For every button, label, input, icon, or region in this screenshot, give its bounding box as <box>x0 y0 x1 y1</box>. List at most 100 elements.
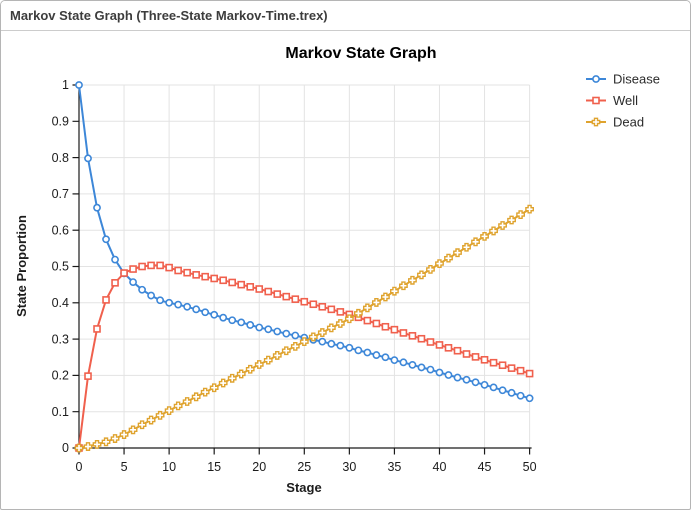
data-point-circle <box>93 203 101 212</box>
x-tick-label: 35 <box>387 460 401 474</box>
legend: Disease Well Dead <box>586 72 660 130</box>
data-point-square <box>453 346 462 355</box>
data-point-circle <box>516 391 525 400</box>
data-point-cross <box>308 332 318 342</box>
series-well <box>75 261 534 452</box>
y-tick-label: 0.8 <box>52 151 69 165</box>
data-point-square <box>462 350 471 358</box>
data-point-cross <box>353 308 363 318</box>
data-point-square <box>592 96 600 105</box>
data-point-circle <box>192 305 201 314</box>
x-tick-label: 5 <box>121 460 128 474</box>
data-point-cross <box>200 387 210 397</box>
data-point-circle <box>372 351 381 359</box>
data-point-square <box>264 287 273 296</box>
x-tick-label: 40 <box>433 460 447 474</box>
data-point-circle <box>246 321 255 329</box>
data-point-circle <box>210 310 219 319</box>
y-tick-label: 1 <box>62 78 69 92</box>
data-point-cross <box>344 314 354 324</box>
data-point-square <box>111 279 119 287</box>
data-point-cross <box>462 242 471 252</box>
data-point-cross <box>426 265 435 274</box>
data-point-circle <box>471 378 480 387</box>
y-tick-label: 0.3 <box>52 332 69 346</box>
window-titlebar: Markov State Graph (Three-State Markov-T… <box>1 1 690 31</box>
data-point-cross <box>591 117 601 127</box>
data-point-circle <box>138 285 146 294</box>
data-point-cross <box>381 292 390 302</box>
y-tick-label: 0.5 <box>52 260 69 274</box>
data-point-circle <box>165 298 174 307</box>
data-point-circle <box>417 363 426 372</box>
data-point-circle <box>129 278 137 287</box>
x-axis-label: Stage <box>286 480 321 495</box>
data-point-cross <box>281 346 291 356</box>
data-point-square <box>237 280 246 289</box>
data-point-circle <box>237 318 246 327</box>
data-point-cross <box>371 298 381 307</box>
data-point-square <box>516 366 525 375</box>
data-point-cross <box>137 420 147 430</box>
data-point-circle <box>363 348 372 357</box>
data-point-cross <box>191 392 201 402</box>
data-point-square <box>147 261 155 270</box>
data-point-square <box>84 372 92 380</box>
data-point-square <box>417 334 426 343</box>
x-tick-label: 25 <box>297 460 311 474</box>
data-point-square <box>498 361 507 370</box>
data-point-circle <box>255 323 264 332</box>
y-axis-tick-labels: 0 0.1 0.2 0.3 0.4 0.5 0.6 0.7 0.8 0.9 1 <box>52 78 69 455</box>
data-point-circle <box>426 365 435 374</box>
data-point-square <box>120 269 128 277</box>
window-title: Markov State Graph (Three-State Markov-T… <box>10 8 328 23</box>
data-point-cross <box>408 275 417 285</box>
data-point-square <box>363 316 372 325</box>
x-tick-label: 15 <box>207 460 221 474</box>
x-tick-label: 30 <box>342 460 356 474</box>
data-point-cross <box>317 328 327 337</box>
data-point-square <box>192 271 200 279</box>
data-point-circle <box>435 368 444 377</box>
data-point-cross <box>489 226 498 236</box>
data-point-square <box>183 268 191 277</box>
data-point-square <box>282 292 291 301</box>
data-point-cross <box>227 373 237 383</box>
data-point-circle <box>507 388 516 397</box>
data-point-cross <box>146 415 156 425</box>
data-point-cross <box>525 204 534 214</box>
data-point-square <box>327 305 336 314</box>
data-point-square <box>480 355 489 364</box>
data-point-circle <box>147 291 155 300</box>
series-dead <box>74 204 534 453</box>
data-point-circle <box>318 337 327 346</box>
data-point-square <box>390 325 399 334</box>
data-point-square <box>102 296 110 304</box>
data-point-square <box>291 295 300 303</box>
data-point-square <box>219 276 227 285</box>
data-point-square <box>525 369 534 378</box>
data-point-cross <box>236 369 246 379</box>
chart-area: Markov State Graph 0 5 10 15 20 25 30 35 40 45 50 … <box>1 31 690 509</box>
data-point-cross <box>110 434 120 443</box>
data-point-square <box>210 274 218 283</box>
data-point-square <box>300 297 309 306</box>
data-point-cross <box>92 439 102 449</box>
legend-item-dead: Dead <box>586 115 644 130</box>
data-point-cross <box>480 231 489 241</box>
data-point-circle <box>183 302 192 311</box>
data-point-cross <box>362 303 372 313</box>
x-tick-label: 20 <box>252 460 266 474</box>
data-point-square <box>201 272 209 281</box>
data-point-cross <box>335 319 345 328</box>
data-point-cross <box>101 437 111 447</box>
data-point-cross <box>399 281 408 291</box>
data-point-cross <box>326 323 336 333</box>
data-point-circle <box>498 386 507 395</box>
data-point-circle <box>156 296 165 305</box>
y-tick-label: 0.4 <box>52 296 69 310</box>
data-point-circle <box>264 325 273 334</box>
data-point-square <box>129 265 137 273</box>
legend-label: Well <box>613 93 638 108</box>
